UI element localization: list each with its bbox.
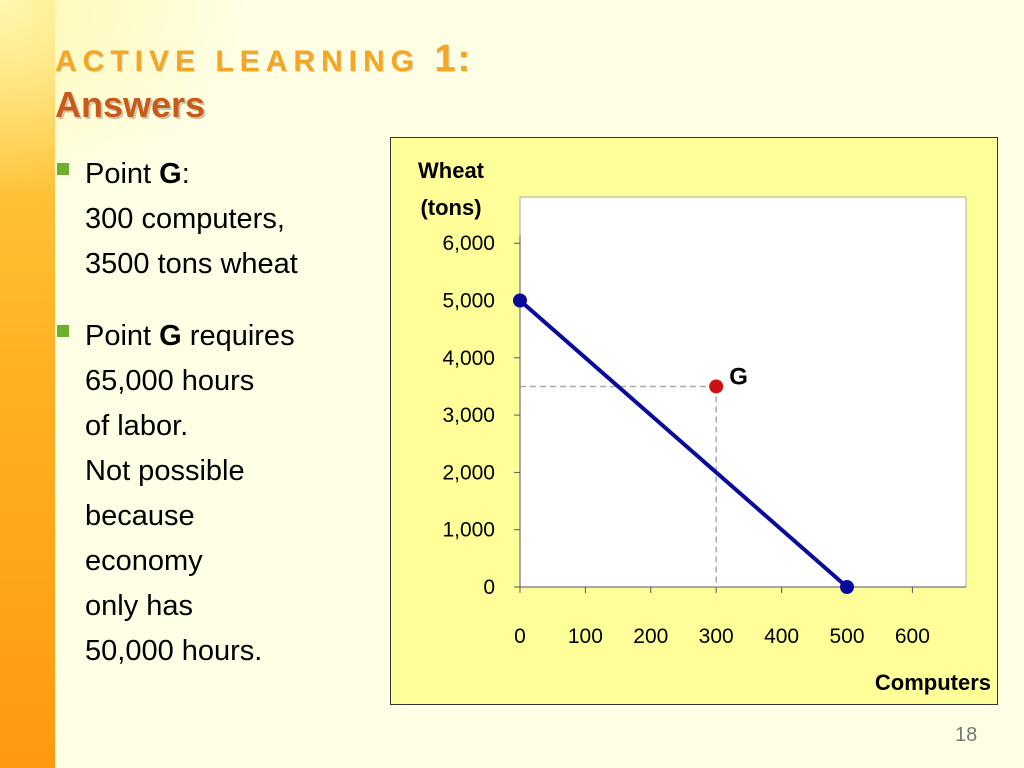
- x-tick-label: 500: [829, 625, 864, 648]
- y-tick-label: 5,000: [442, 290, 495, 313]
- ppf-endpoint-marker: [840, 580, 854, 594]
- point-g-marker: [709, 379, 724, 394]
- point-g-label: G: [729, 363, 748, 390]
- bullet-square-icon: [57, 325, 69, 337]
- bullet-line: only has: [85, 590, 194, 622]
- bullet-line: 50,000 hours.: [85, 635, 263, 667]
- ppf-chart: 0 1,000 2,000 3,000 4,000 5,000 6,000 0 100 200 30…: [390, 137, 998, 705]
- x-tick-label: 200: [633, 625, 668, 648]
- x-tick-label: 400: [764, 625, 799, 648]
- y-tick-label: 0: [483, 576, 495, 599]
- bullet-line: 3500 tons wheat: [85, 248, 298, 280]
- bullet-line: economy: [85, 545, 203, 577]
- x-tick-label: 300: [699, 625, 734, 648]
- x-tick-label: 0: [514, 625, 526, 648]
- bullet-square-icon: [57, 163, 69, 175]
- y-axis-title: Wheat: [418, 158, 485, 183]
- title-prefix: ACTIVE LEARNING: [55, 45, 421, 78]
- y-axis-title: (tons): [420, 195, 481, 220]
- page-number: 18: [955, 724, 978, 746]
- y-tick-label: 3,000: [442, 404, 495, 427]
- bullet-text: Point G: 300 computers, 3500 tons wheat: [85, 152, 298, 287]
- y-tick-label: 6,000: [442, 232, 495, 255]
- bullet-line: Point G:: [85, 158, 190, 190]
- ppf-line: [518, 298, 849, 589]
- y-tick-label: 1,000: [442, 519, 495, 542]
- bullet-line: 65,000 hours: [85, 365, 255, 397]
- plot-area: [519, 196, 967, 588]
- ppf-endpoint-marker: [513, 293, 527, 308]
- y-tick-label: 2,000: [442, 461, 495, 484]
- title-glow: [0, 0, 260, 200]
- bullet-line: of labor.: [85, 410, 189, 442]
- title-number: 1:: [434, 38, 473, 80]
- bullet-line: Not possible: [85, 455, 245, 487]
- x-axis-title: Computers: [875, 670, 991, 695]
- bullet-text: Point G requires 65,000 hours of labor. Not…: [85, 314, 295, 674]
- x-tick-label: 100: [568, 625, 603, 648]
- bullet-line: Point G requires: [85, 320, 295, 352]
- bullet-line: 300 computers,: [85, 203, 285, 235]
- slide-title: ACTIVE LEARNING 1:: [55, 38, 472, 81]
- x-tick-label: 600: [895, 625, 930, 648]
- slide-subtitle: Answers: [55, 84, 206, 125]
- bullet-line: because: [85, 500, 195, 532]
- y-tick-label: 4,000: [442, 347, 495, 370]
- chart-svg: 0 1,000 2,000 3,000 4,000 5,000 6,000 0 100 200 30…: [418, 158, 991, 695]
